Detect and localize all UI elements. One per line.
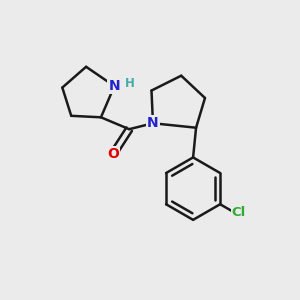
Text: O: O [107,148,119,161]
Text: Cl: Cl [232,206,246,219]
Text: H: H [125,77,135,90]
Text: N: N [147,116,159,130]
Text: N: N [109,79,120,93]
